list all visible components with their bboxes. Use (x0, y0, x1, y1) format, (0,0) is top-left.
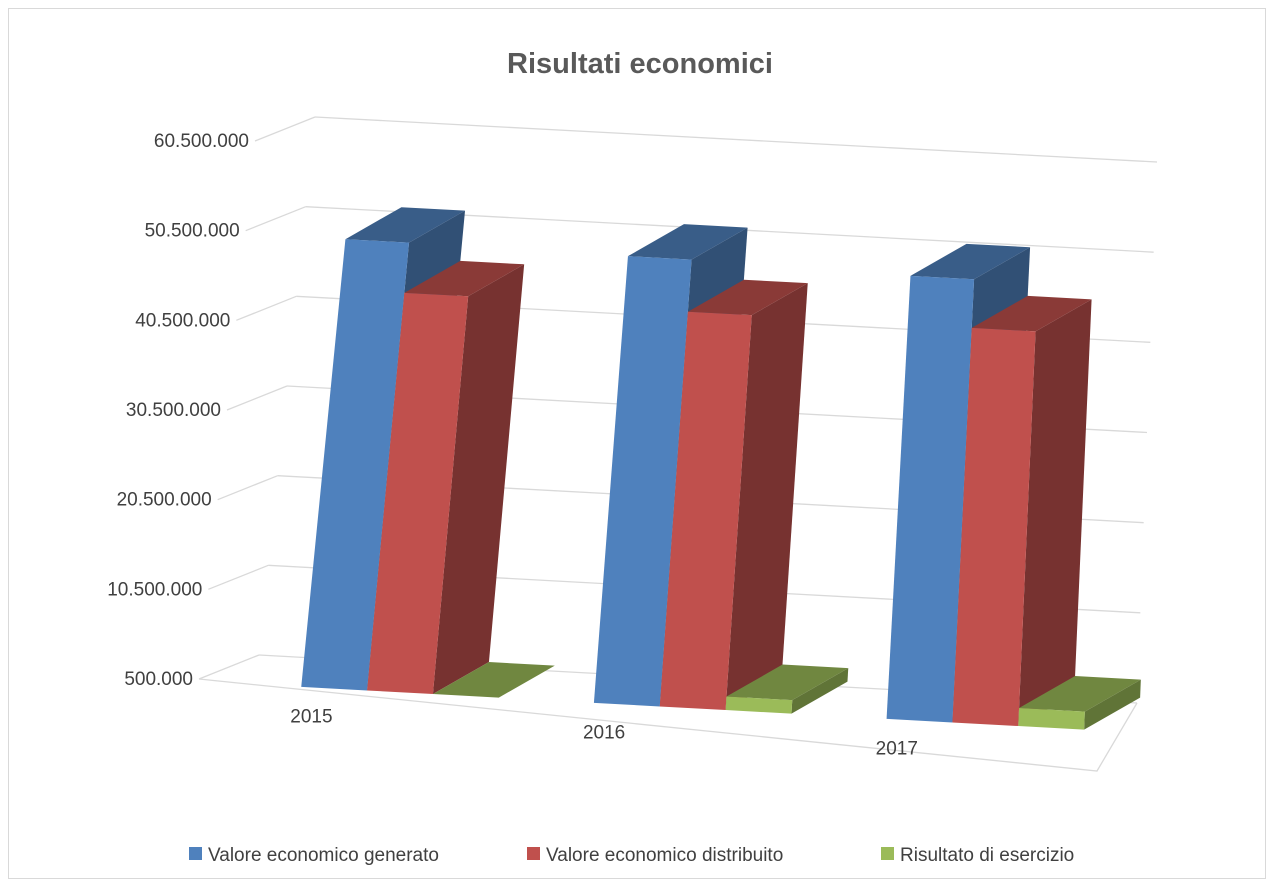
bar-2016-3 (725, 664, 849, 714)
bar-side-face (791, 668, 849, 714)
x-tick-label: 2016 (583, 723, 625, 744)
x-tick-label: 2017 (876, 739, 918, 760)
y-tick-label: 40.500.000 (135, 310, 230, 331)
bar-front-face (886, 275, 975, 723)
bar-front-face (593, 256, 692, 707)
legend-label: Valore economico generato (208, 845, 439, 866)
side-wall-line (236, 295, 297, 321)
bar-front-face (952, 327, 1036, 727)
legend-swatch (527, 847, 540, 860)
bar-2017-2 (952, 295, 1092, 727)
bar-top-face (687, 279, 808, 316)
y-tick-label: 500.000 (124, 669, 193, 690)
y-tick-label: 20.500.000 (117, 490, 212, 511)
bar-front-face (301, 239, 410, 691)
side-wall-line (208, 564, 269, 590)
side-wall-line (198, 654, 260, 680)
legend-swatch (189, 847, 202, 860)
side-wall-line (217, 475, 278, 501)
bar-top-face (726, 664, 849, 701)
bar-top-face (345, 207, 466, 243)
bar-side-face (1084, 679, 1141, 730)
bar-2017-3 (1018, 676, 1141, 730)
bar-top-face (627, 224, 748, 260)
y-axis-ticks: 500.000 10.500.000 20.500.000 30.500.000 40.… (107, 131, 249, 690)
bar-top-face (404, 260, 525, 297)
legend-item: Valore economico distribuito (527, 845, 783, 866)
legend-swatch (881, 847, 894, 860)
floor-outline (198, 678, 1138, 772)
bar-top-face (910, 243, 1031, 280)
bar-top-face (1019, 676, 1141, 712)
chart-svg: Risultati economici 500.000 10.500.000 20.… (107, 48, 1158, 866)
chart-floor (198, 678, 1138, 772)
legend-label: Risultato di esercizio (900, 845, 1074, 866)
bar-side-face (432, 264, 525, 695)
chart-frame: Risultati economici 500.000 10.500.000 20.… (8, 8, 1266, 879)
bar-front-face (367, 292, 469, 695)
side-wall-line (254, 116, 316, 142)
y-tick-label: 30.500.000 (126, 400, 221, 421)
bar-front-face (725, 696, 793, 714)
bar-2015-3 (432, 662, 555, 698)
legend-item: Valore economico generato (189, 845, 439, 866)
chart-title: Risultati economici (507, 48, 773, 80)
bar-front-face (659, 311, 752, 711)
bar-front-face (1018, 708, 1085, 730)
bar-2016-2 (659, 279, 808, 711)
y-tick-label: 50.500.000 (145, 221, 240, 242)
legend-label: Valore economico distribuito (546, 845, 783, 866)
bars (301, 207, 1141, 730)
bar-2015-2 (367, 260, 525, 695)
x-axis-ticks: 2015 2016 2017 (290, 707, 918, 760)
bar-side-face (1018, 299, 1092, 727)
y-tick-label: 60.500.000 (154, 131, 249, 152)
legend: Valore economico generato Valore economic… (189, 845, 1074, 866)
bar-side-face (725, 283, 808, 711)
bar-top-face (432, 662, 555, 698)
x-tick-label: 2015 (290, 707, 332, 728)
side-wall-line (226, 385, 288, 411)
gridline (314, 116, 1158, 163)
y-tick-label: 10.500.000 (107, 579, 202, 600)
side-wall-line (245, 206, 306, 232)
legend-item: Risultato di esercizio (881, 845, 1074, 866)
bar-top-face (971, 295, 1092, 332)
